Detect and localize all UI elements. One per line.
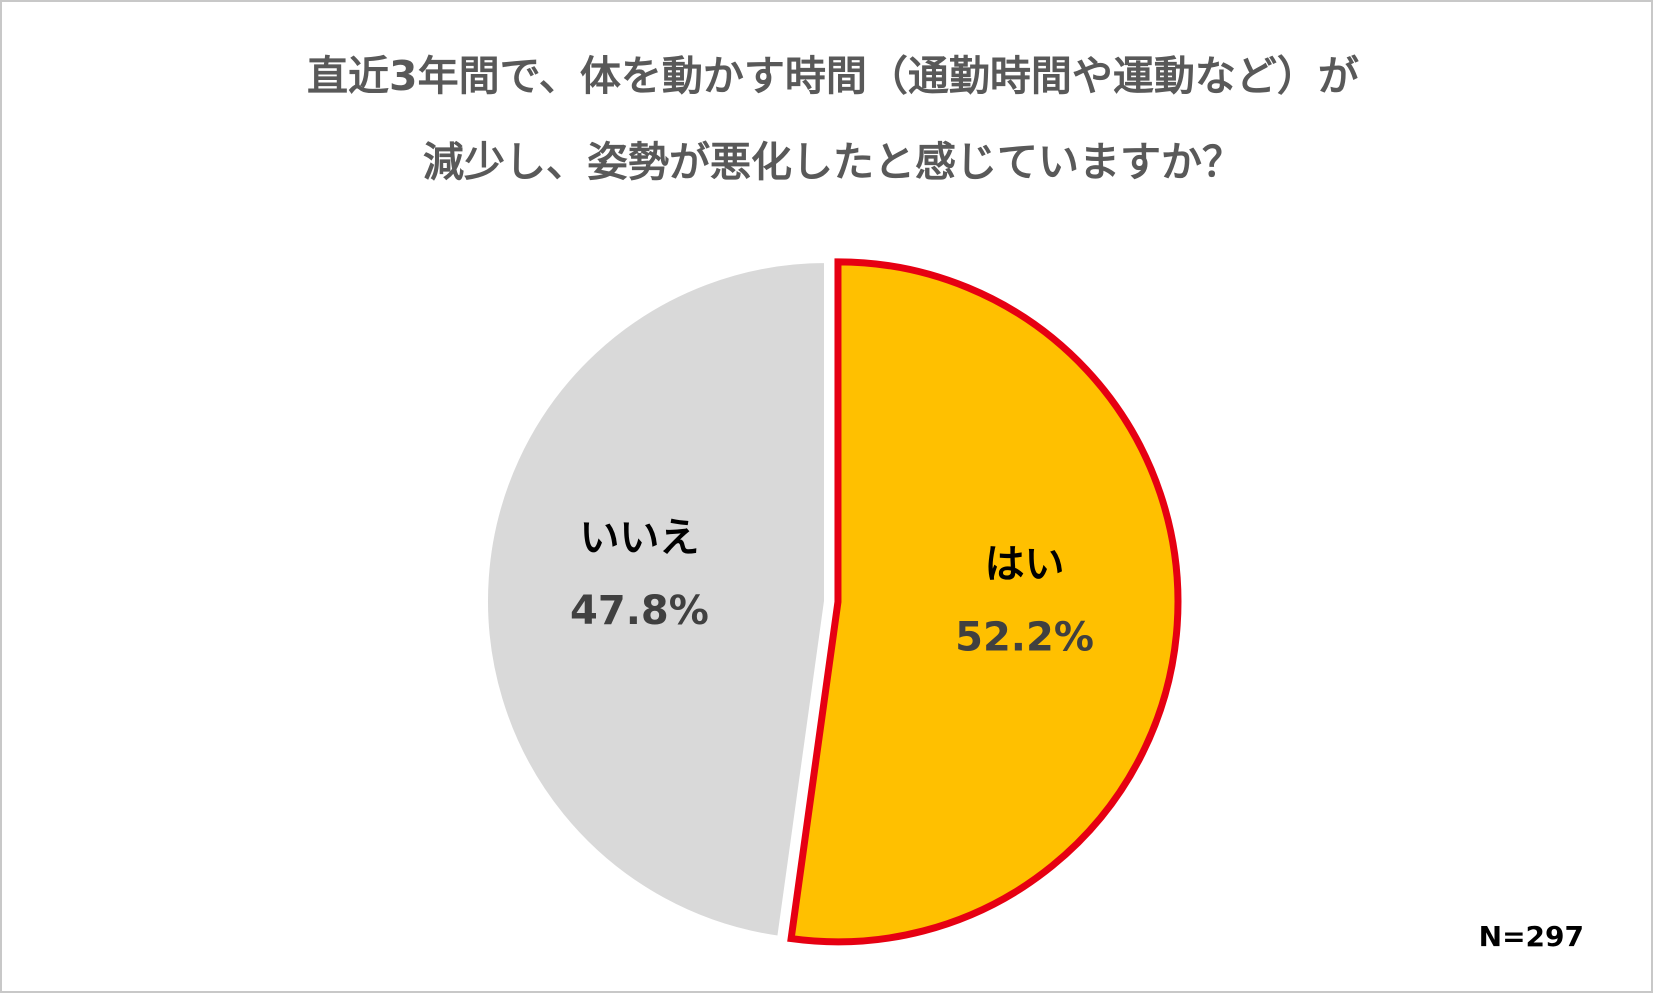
slice-label: いいえ	[579, 515, 699, 561]
pie-slice	[483, 258, 828, 941]
slice-label: はい	[985, 542, 1065, 588]
sample-size: N=297	[1479, 920, 1584, 953]
value-label: 52.2%	[955, 615, 1094, 661]
chart-title: 直近3年間で、体を動かす時間（通勤時間や運動など）が	[307, 52, 1359, 100]
value-label: 47.8%	[570, 588, 709, 634]
chart-title: 減少し、姿勢が悪化したと感じていますか？	[423, 138, 1243, 186]
pie-slice	[787, 258, 1182, 946]
